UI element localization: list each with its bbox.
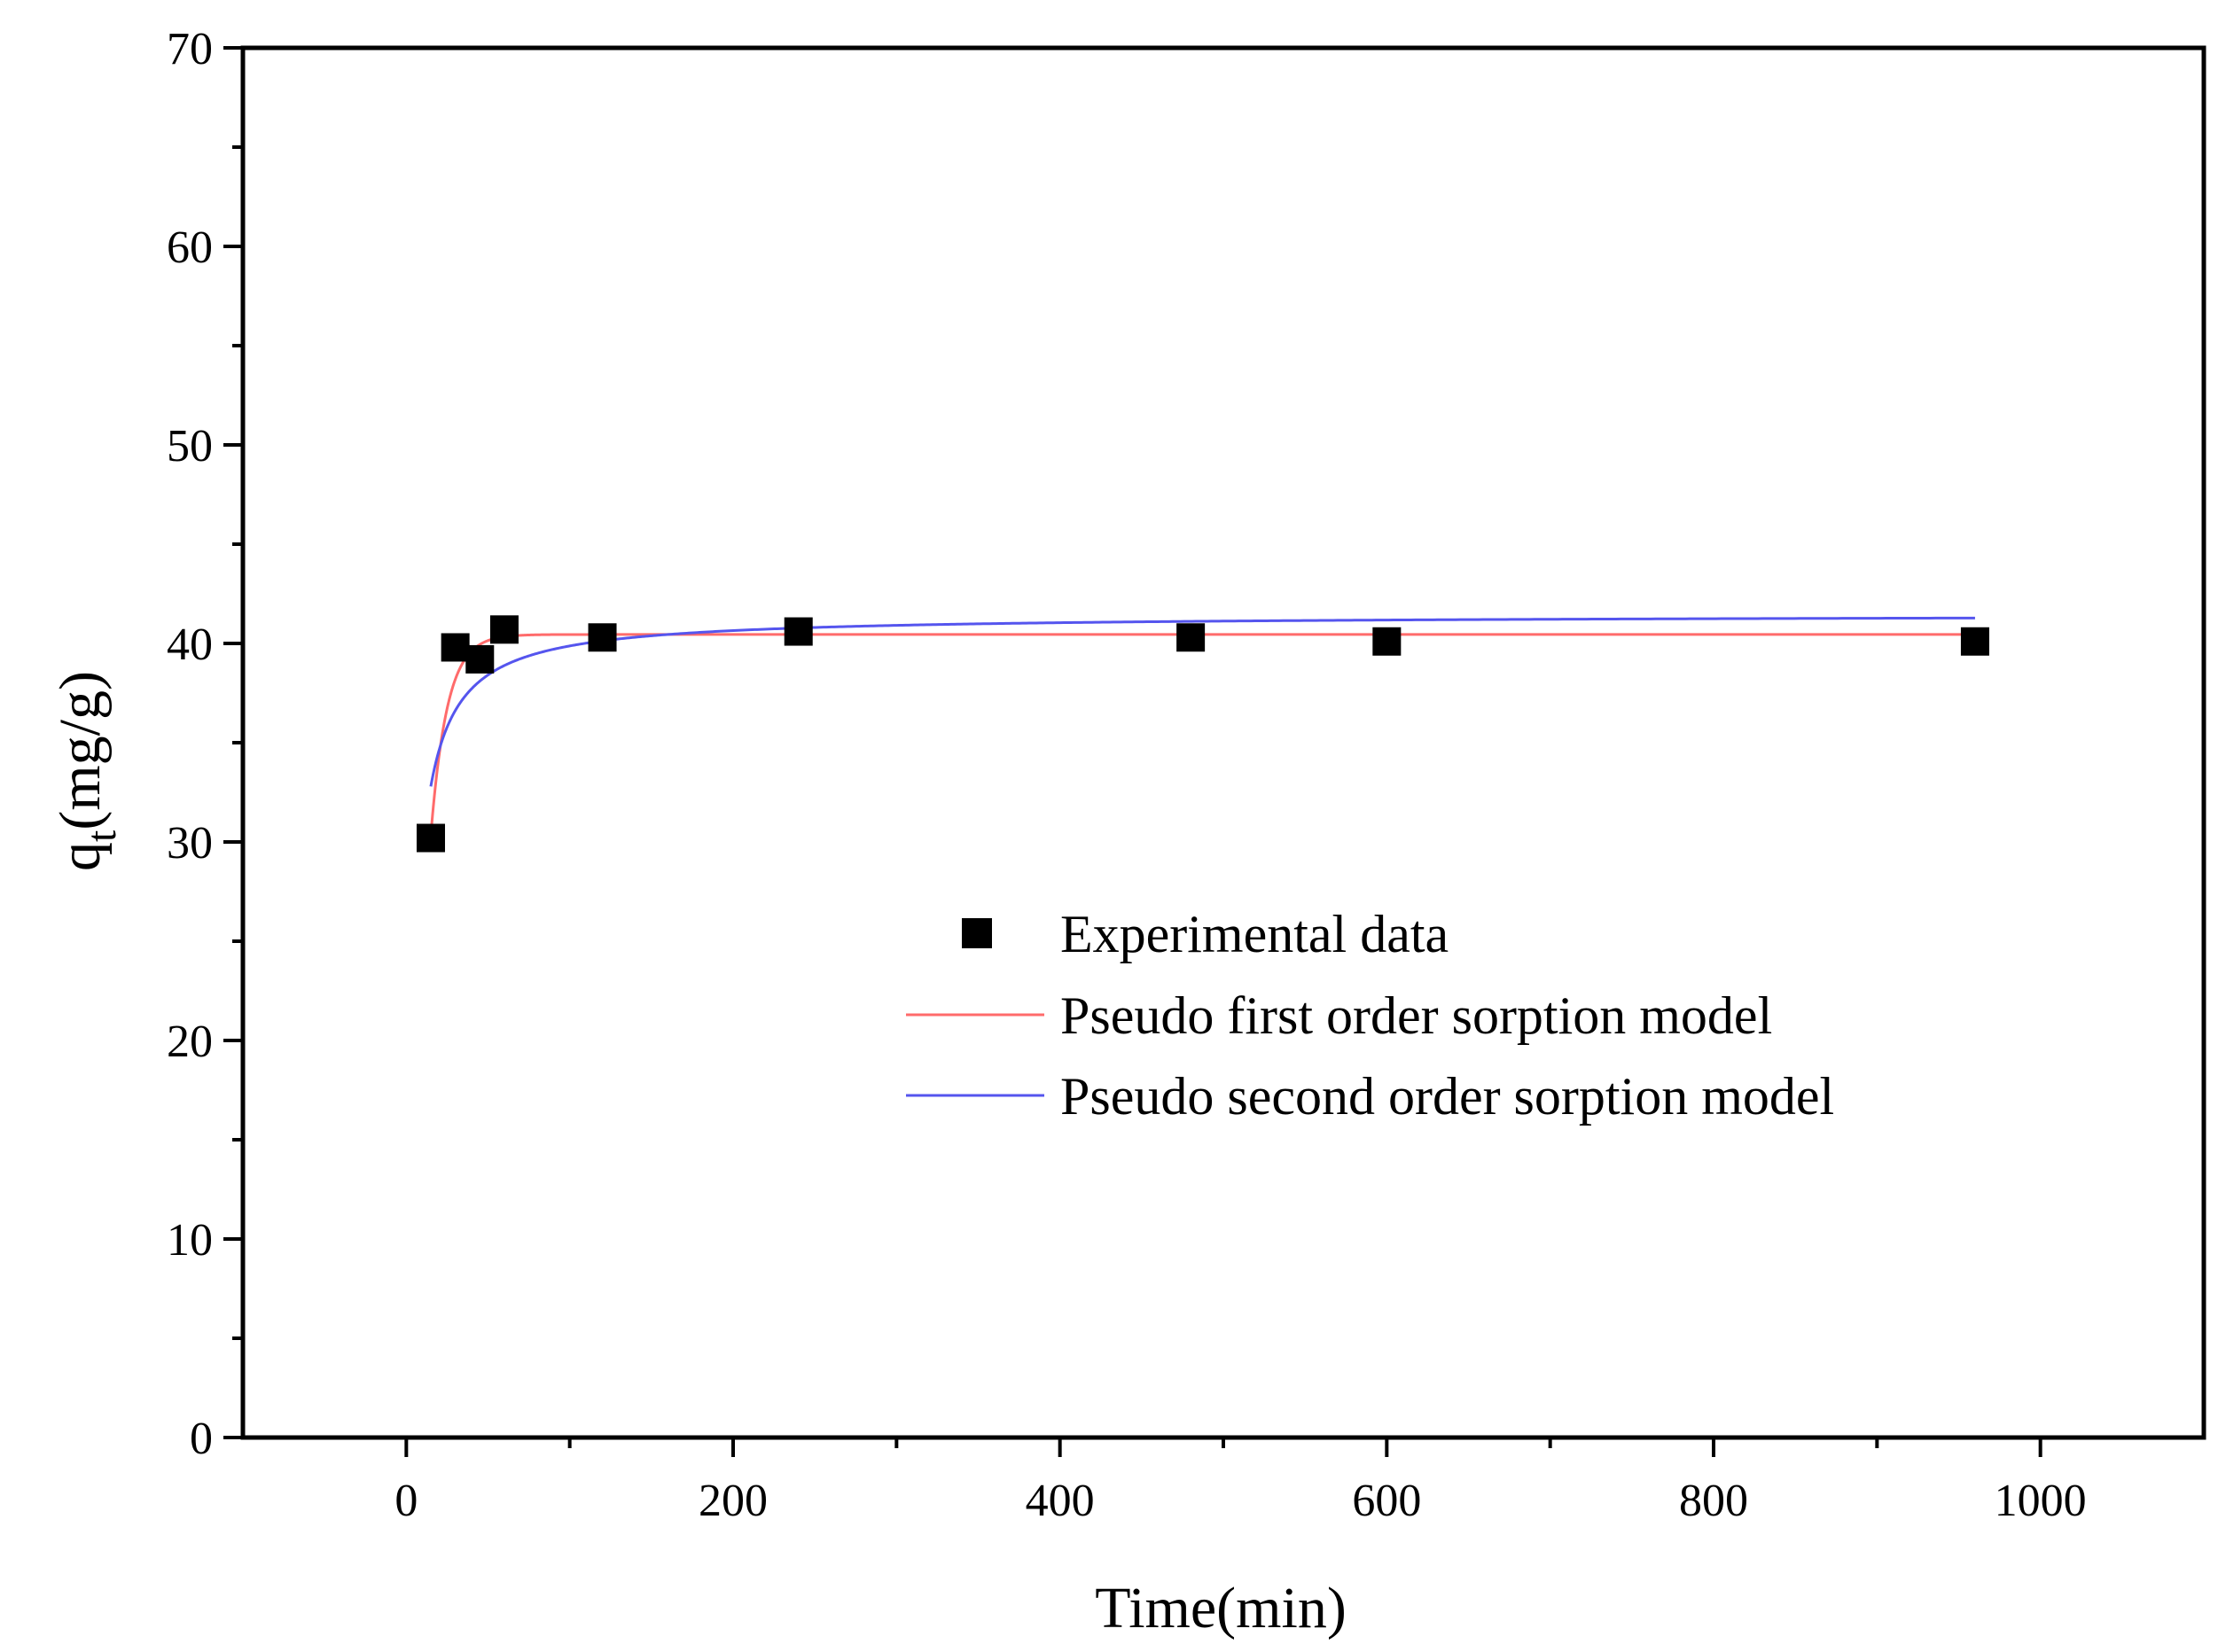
x-tick-label: 200 [699,1476,768,1526]
y-tick-label: 60 [167,222,213,273]
y-axis-title-subscript: t [78,830,125,842]
y-tick-label: 10 [167,1215,213,1266]
x-tick-label: 1000 [1995,1476,2087,1526]
x-tick-label: 600 [1352,1476,1421,1526]
series-markers [416,615,1989,853]
experimental-data-point [588,623,617,652]
experimental-data-point [1960,627,1989,656]
legend-label-experimental: Experimental data [1060,905,1449,963]
y-tick-label: 20 [167,1017,213,1067]
y-axis-title: qt(mg/g) [48,671,125,871]
x-tick-label: 800 [1679,1476,1748,1526]
y-axis-title-main: q [48,842,113,871]
legend-label-second-order: Pseudo second order sorption model [1060,1067,1834,1126]
y-tick-label: 0 [190,1414,213,1464]
experimental-data-point [784,617,813,646]
experimental-data-point [441,633,470,662]
x-axis-ticks [404,1438,2042,1457]
y-axis-tick-labels: 0 10 20 30 40 50 60 70 [167,24,213,1464]
y-axis-ticks [223,46,243,1439]
legend-label-first-order: Pseudo first order sorption model [1060,986,1772,1045]
experimental-data-point [1176,623,1206,652]
second-order-model-line [429,616,1975,787]
y-tick-label: 30 [167,818,213,869]
y-axis-title-unit: (mg/g) [48,671,113,830]
plot-area [416,615,1989,853]
legend-marker-experimental [962,918,992,948]
x-tick-label: 400 [1026,1476,1095,1526]
experimental-data-point [465,644,495,674]
y-tick-label: 50 [167,421,213,471]
first-order-model-line [429,633,1975,836]
x-axis-tick-labels: 0 200 400 600 800 1000 [394,1476,2086,1526]
y-tick-label: 70 [167,24,213,74]
experimental-data-point [1372,627,1402,656]
experimental-data-point [489,615,519,644]
x-axis-title: Time(min) [1095,1576,1347,1640]
series-lines [429,616,1975,836]
experimental-data-point [416,823,445,853]
y-tick-label: 40 [167,620,213,670]
x-tick-label: 0 [394,1476,418,1526]
legend: Experimental data Pseudo first order sor… [906,905,1834,1126]
